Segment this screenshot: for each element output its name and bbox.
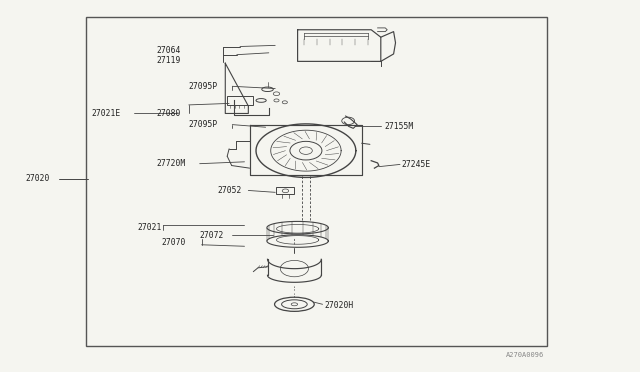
Text: A270A0096: A270A0096 — [506, 352, 544, 358]
Text: 27020: 27020 — [26, 174, 50, 183]
Text: 27020H: 27020H — [324, 301, 354, 310]
Text: 27021: 27021 — [138, 223, 162, 232]
Text: 27245E: 27245E — [402, 160, 431, 169]
Bar — [227, 96, 253, 105]
Text: 27720M: 27720M — [157, 159, 186, 168]
Text: 27072: 27072 — [200, 231, 224, 240]
Text: 27095P: 27095P — [189, 82, 218, 91]
Text: 27021E: 27021E — [92, 109, 121, 118]
Text: 27155M: 27155M — [384, 122, 413, 131]
Text: 27052: 27052 — [218, 186, 242, 195]
Bar — [86, 17, 547, 346]
Text: 27080: 27080 — [157, 109, 181, 118]
Text: 27070: 27070 — [161, 238, 186, 247]
Text: 27095P: 27095P — [189, 120, 218, 129]
Text: 27064: 27064 — [157, 46, 181, 55]
Text: 27119: 27119 — [157, 56, 181, 65]
Bar — [276, 187, 294, 194]
